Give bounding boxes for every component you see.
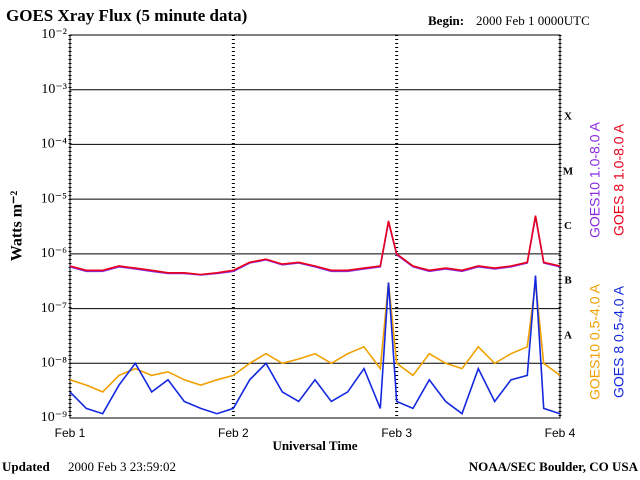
series-line — [69, 215, 561, 276]
y-tick-label: 10⁻⁷ — [41, 301, 67, 316]
updated-label: Updated — [2, 459, 50, 474]
x-tick-label: Feb 3 — [381, 426, 412, 440]
x-tick-label: Feb 4 — [545, 426, 576, 440]
x-tick-label: Feb 2 — [218, 426, 249, 440]
flare-class-label: A — [564, 329, 572, 341]
y-axis-label: Watts m⁻² — [9, 191, 26, 262]
credit: NOAA/SEC Boulder, CO USA — [469, 459, 639, 474]
flare-class-label: C — [564, 220, 572, 232]
y-tick-label: 10⁻⁴ — [41, 137, 67, 152]
flare-class-label: X — [564, 111, 572, 123]
legend-entry: GOES 8 0.5-4.0 A — [611, 285, 627, 398]
x-tick-label: Feb 1 — [55, 426, 86, 440]
y-tick-label: 10⁻³ — [41, 82, 67, 97]
y-tick-label: 10⁻⁹ — [41, 410, 67, 425]
flare-class-label: M — [563, 165, 574, 177]
y-tick-label: 10⁻² — [41, 27, 67, 42]
y-tick-label: 10⁻⁸ — [41, 356, 67, 371]
legend-entry: GOES10 1.0-8.0 A — [587, 121, 603, 238]
flare-class-label: B — [564, 275, 572, 287]
y-tick-label: 10⁻⁶ — [41, 246, 67, 261]
updated-date: 2000 Feb 3 23:59:02 — [68, 459, 176, 474]
legend-entry: GOES10 0.5-4.0 A — [587, 283, 603, 400]
legend-entry: GOES 8 1.0-8.0 A — [611, 123, 627, 236]
begin-date: 2000 Feb 1 0000UTC — [476, 13, 590, 28]
begin-label: Begin: — [428, 13, 464, 28]
x-axis-label: Universal Time — [272, 438, 357, 453]
plot-frame — [69, 34, 561, 419]
y-tick-label: 10⁻⁵ — [41, 191, 67, 206]
chart-title: GOES Xray Flux (5 minute data) — [6, 6, 247, 25]
series-line — [69, 275, 561, 415]
series-line — [69, 282, 561, 393]
